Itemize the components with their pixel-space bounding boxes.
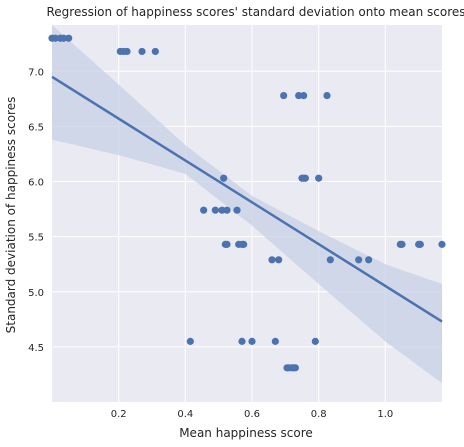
y-tick-label: 6.5 — [28, 122, 44, 133]
scatter-point — [123, 47, 131, 56]
scatter-point — [218, 206, 226, 214]
chart-title: Regression of happiness scores' standard… — [46, 5, 464, 19]
scatter-point — [301, 174, 309, 182]
scatter-point — [233, 206, 241, 214]
regression-line — [51, 75, 443, 323]
scatter-point — [238, 337, 246, 345]
scatter-point — [323, 91, 331, 100]
y-tick-label: 6.0 — [28, 178, 44, 189]
x-axis-label: Mean happiness score — [179, 426, 313, 440]
scatter-point — [398, 240, 406, 248]
y-tick-label: 5.5 — [28, 233, 44, 244]
scatter-point — [200, 206, 208, 214]
scatter-point — [291, 364, 299, 372]
confidence-band-group — [52, 25, 442, 384]
y-tick-label: 4.5 — [28, 343, 44, 354]
scatter-point — [280, 91, 288, 100]
y-tick-label: 5.0 — [28, 288, 44, 299]
y-axis-ticks: 4.5 5.0 5.5 6.0 6.5 7.0 — [28, 67, 44, 354]
scatter-points — [48, 34, 446, 372]
x-tick-label: 1.0 — [377, 409, 393, 420]
scatter-point — [295, 91, 303, 100]
scatter-point — [438, 240, 446, 248]
scatter-point — [311, 337, 319, 345]
scatter-point — [268, 256, 276, 264]
x-tick-label: 0.8 — [311, 409, 327, 420]
x-tick-label: 0.6 — [244, 409, 260, 420]
scatter-point — [300, 91, 308, 100]
scatter-point — [326, 256, 334, 264]
scatter-point — [151, 47, 159, 56]
scatter-point — [240, 240, 248, 248]
scatter-point — [138, 47, 146, 56]
x-axis-ticks: 0.2 0.4 0.6 0.8 1.0 — [111, 409, 394, 420]
scatter-point — [51, 34, 59, 42]
scatter-point — [223, 240, 231, 248]
scatter-point — [220, 174, 228, 182]
scatter-point — [223, 206, 231, 214]
scatter-point — [416, 240, 424, 248]
scatter-point — [355, 256, 363, 264]
scatter-point — [271, 337, 279, 345]
scatter-point — [248, 337, 256, 345]
scatter-point — [365, 256, 373, 264]
scatter-point — [315, 174, 323, 182]
scatter-point — [275, 256, 283, 264]
confidence-band — [52, 25, 442, 384]
regression-line-group — [51, 75, 443, 323]
y-axis-label: Standard deviation of happiness scores — [4, 97, 18, 334]
scatter-point — [65, 34, 73, 42]
x-tick-label: 0.4 — [177, 409, 193, 420]
x-tick-label: 0.2 — [111, 409, 127, 420]
scatter-point — [186, 337, 194, 345]
scatter-point — [211, 206, 219, 214]
y-tick-label: 7.0 — [28, 67, 44, 78]
scatter-point — [60, 34, 68, 42]
